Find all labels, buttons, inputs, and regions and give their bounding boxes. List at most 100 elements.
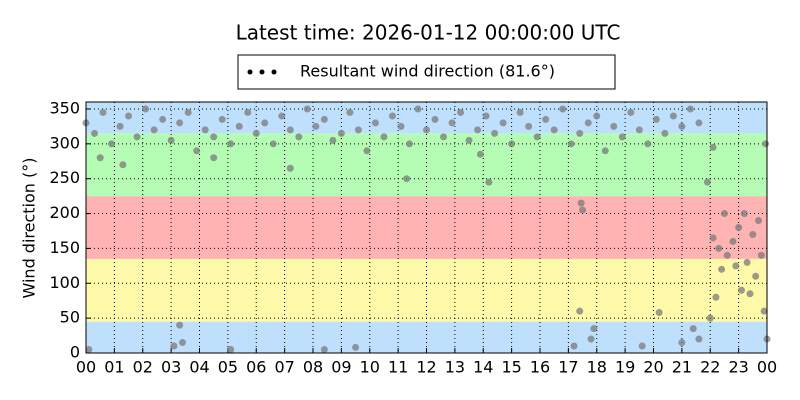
data-point: [278, 112, 286, 120]
plot-frame: [85, 101, 768, 354]
data-point: [150, 126, 158, 134]
data-point: [423, 126, 430, 134]
data-point: [587, 335, 595, 343]
data-point: [170, 342, 178, 350]
data-point: [295, 133, 303, 141]
x-tick-label: 06: [246, 358, 266, 377]
x-tick-label: 13: [445, 358, 465, 377]
y-tick-label: 300: [49, 133, 80, 152]
data-point: [244, 108, 252, 116]
data-point: [201, 126, 209, 134]
data-point: [499, 119, 507, 127]
data-point: [227, 140, 235, 148]
data-point: [550, 126, 558, 134]
data-point: [618, 133, 626, 141]
x-tick-label: 03: [161, 358, 181, 377]
legend-box: [237, 54, 616, 90]
data-point: [448, 119, 456, 127]
data-point: [715, 244, 723, 252]
data-point: [320, 115, 328, 123]
data-point: [709, 143, 717, 151]
data-point: [119, 161, 127, 169]
x-tick-label: 19: [615, 358, 635, 377]
data-point: [397, 122, 405, 130]
data-point: [723, 251, 731, 259]
y-tick-label: 250: [49, 168, 80, 187]
data-point: [227, 346, 235, 354]
data-point: [159, 115, 167, 123]
data-point: [695, 119, 703, 127]
data-point: [743, 258, 751, 266]
data-point: [638, 342, 646, 350]
data-point: [286, 126, 294, 134]
direction-band: [86, 196, 767, 259]
data-point: [99, 108, 107, 116]
data-point: [706, 314, 714, 322]
data-point: [516, 108, 524, 116]
data-point: [735, 224, 743, 231]
data-point: [584, 119, 592, 127]
x-tick-label: 09: [331, 358, 351, 377]
data-point: [210, 133, 218, 141]
data-point: [695, 335, 703, 343]
data-point: [627, 108, 635, 116]
data-point: [176, 119, 184, 127]
y-tick-label: 350: [49, 98, 80, 117]
data-point: [142, 105, 150, 113]
data-point: [652, 115, 660, 123]
data-point: [729, 237, 737, 245]
x-tick-label: 18: [587, 358, 607, 377]
data-point: [474, 126, 482, 134]
data-point: [482, 112, 490, 120]
data-point: [655, 309, 663, 317]
x-tick-label: 11: [388, 358, 408, 377]
data-point: [732, 262, 740, 270]
x-tick-label: 02: [133, 358, 153, 377]
y-tick-label: 0: [70, 343, 80, 362]
x-tick-label: 12: [416, 358, 436, 377]
data-point: [712, 293, 720, 301]
x-tick-label: 14: [473, 358, 493, 377]
data-point: [491, 129, 499, 137]
x-tick-label: 21: [672, 358, 692, 377]
data-point: [577, 199, 585, 207]
x-tick-label: 22: [700, 358, 720, 377]
data-point: [661, 129, 669, 137]
data-point: [440, 133, 448, 141]
data-point: [85, 346, 93, 354]
data-point: [686, 105, 694, 113]
data-point: [740, 210, 748, 218]
data-point: [593, 112, 601, 120]
data-point: [320, 346, 328, 354]
data-point: [269, 140, 277, 148]
data-point: [703, 178, 711, 186]
data-point: [749, 230, 757, 238]
data-point: [210, 154, 218, 162]
data-point: [133, 133, 141, 141]
x-tick-label: 00: [76, 358, 96, 377]
data-point: [431, 115, 439, 123]
data-point: [176, 321, 184, 329]
data-point: [590, 325, 598, 333]
data-point: [476, 150, 484, 158]
data-point: [329, 136, 337, 144]
data-point: [388, 112, 396, 120]
data-point: [125, 112, 133, 120]
data-point: [576, 129, 584, 137]
y-tick-label: 150: [49, 238, 80, 257]
data-point: [352, 343, 360, 351]
data-point: [752, 272, 760, 280]
y-tick-label: 200: [49, 203, 80, 222]
data-point: [709, 234, 717, 242]
data-point: [465, 136, 473, 144]
data-point: [669, 112, 677, 120]
data-point: [610, 122, 618, 130]
data-point: [96, 154, 104, 162]
data-point: [184, 108, 192, 116]
data-point: [261, 119, 269, 127]
data-point: [737, 286, 745, 294]
data-point: [525, 122, 533, 130]
data-point: [337, 129, 345, 137]
data-point: [718, 265, 726, 273]
